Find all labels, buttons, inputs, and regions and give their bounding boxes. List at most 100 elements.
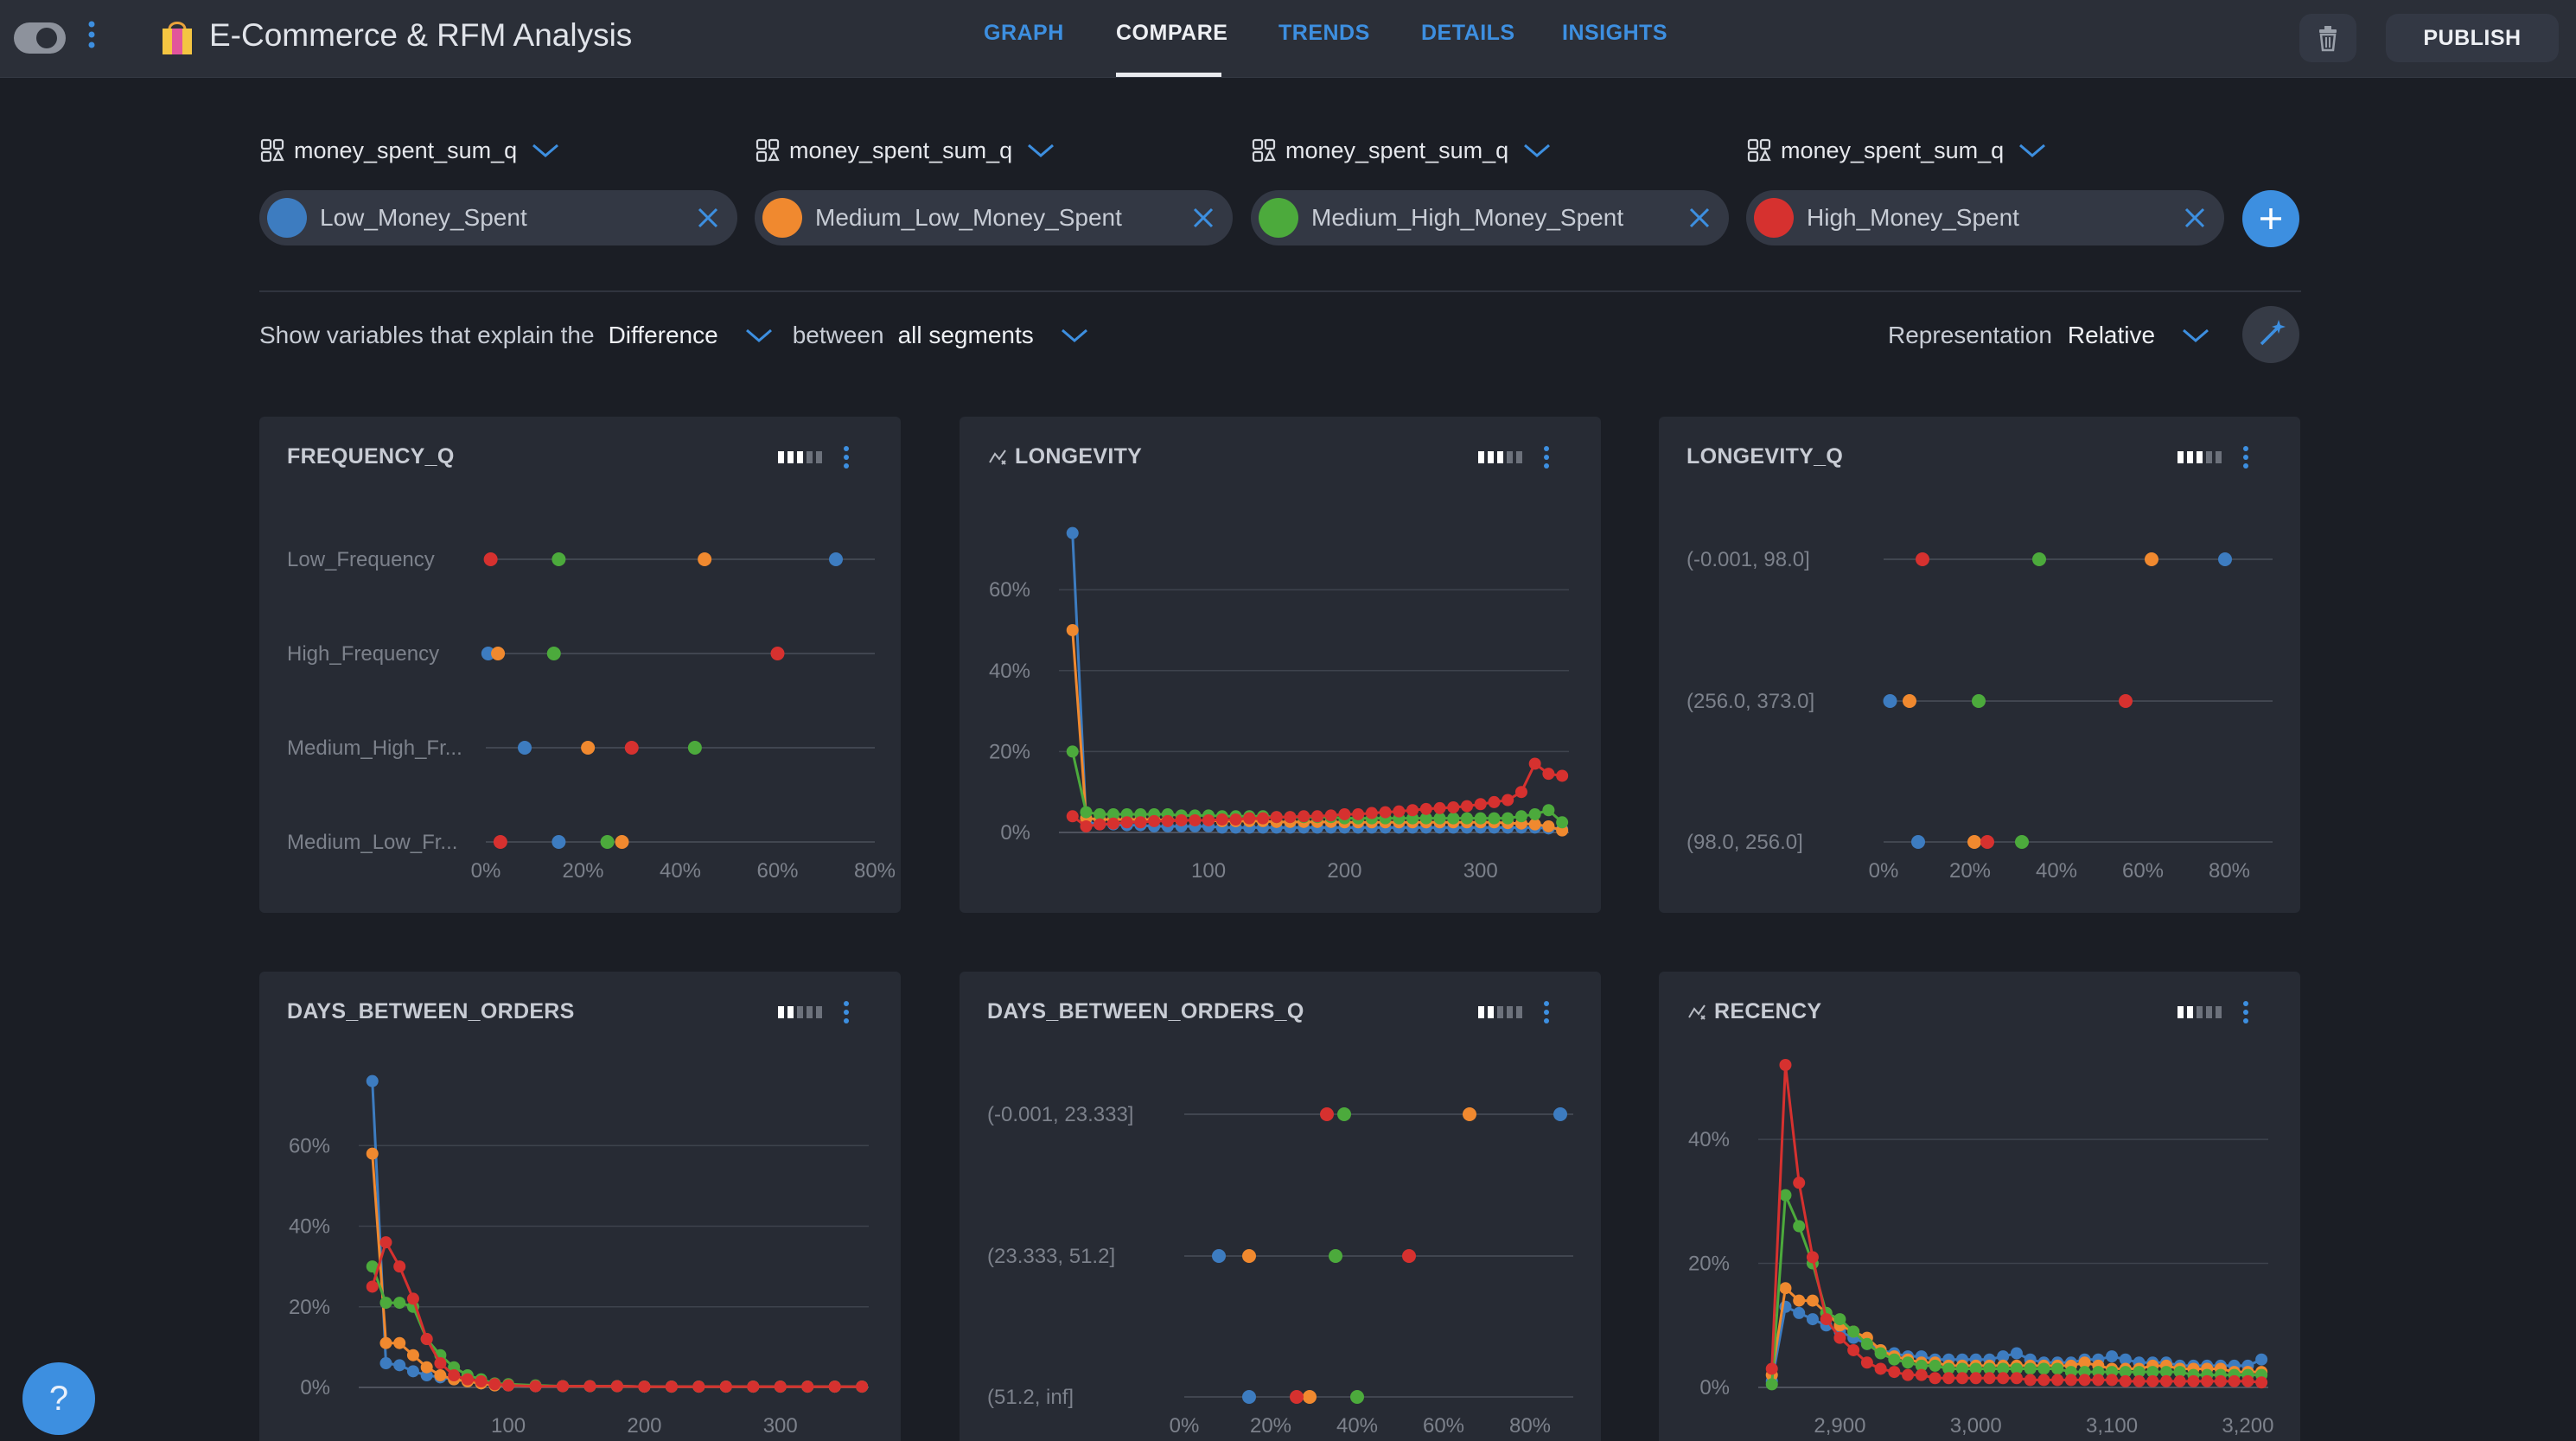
chevron-down-icon[interactable] xyxy=(2181,327,2210,344)
data-point xyxy=(1379,806,1392,819)
segment-variable-select-4[interactable]: money_spent_sum_q xyxy=(1746,133,2056,168)
chevron-down-icon[interactable] xyxy=(744,327,774,344)
data-point xyxy=(2133,1374,2146,1387)
card-menu-kebab-icon[interactable] xyxy=(840,444,852,470)
data-point xyxy=(856,1380,869,1393)
top-bar: E-Commerce & RFM Analysis GRAPH COMPARE … xyxy=(0,0,2576,78)
segment-chip-2[interactable]: Medium_Low_Money_Spent xyxy=(755,190,1233,245)
card-menu-kebab-icon[interactable] xyxy=(840,999,852,1025)
data-point xyxy=(2037,1362,2050,1375)
data-point xyxy=(1528,757,1541,770)
data-point xyxy=(2173,1374,2186,1387)
x-tick-label: 40% xyxy=(1336,1414,1378,1438)
data-point xyxy=(638,1380,651,1393)
data-point xyxy=(1474,812,1487,825)
data-point xyxy=(1888,1366,1901,1379)
close-icon[interactable] xyxy=(1682,201,1717,235)
data-point xyxy=(1556,769,1569,782)
data-point xyxy=(1134,816,1147,829)
tab-trends[interactable]: TRENDS xyxy=(1278,21,1370,45)
data-point xyxy=(2064,1374,2077,1387)
data-point xyxy=(698,552,712,566)
x-tick-label: 80% xyxy=(1509,1414,1551,1438)
data-point xyxy=(1997,1350,2010,1363)
segment-variable-select-1[interactable]: money_spent_sum_q xyxy=(259,133,569,168)
explain-prefix: Show variables that explain the xyxy=(259,322,595,348)
data-point xyxy=(2201,1374,2214,1387)
data-point xyxy=(2015,835,2029,849)
chevron-down-icon[interactable] xyxy=(1060,327,1089,344)
tab-insights[interactable]: INSIGHTS xyxy=(1562,21,1668,45)
segment-chip-3[interactable]: Medium_High_Money_Spent xyxy=(1251,190,1729,245)
data-point xyxy=(1820,1313,1833,1326)
auto-explain-button[interactable] xyxy=(2242,306,2299,363)
segment-variable-select-3[interactable]: money_spent_sum_q xyxy=(1251,133,1560,168)
data-point xyxy=(1874,1347,1887,1360)
data-point xyxy=(1148,814,1161,827)
close-icon[interactable] xyxy=(1186,201,1221,235)
representation-select[interactable]: Relative xyxy=(2067,322,2156,348)
data-point xyxy=(1106,817,1119,830)
card-menu-kebab-icon[interactable] xyxy=(2240,999,2252,1025)
explain-mode-select[interactable]: Difference xyxy=(608,322,718,348)
card-menu-kebab-icon[interactable] xyxy=(1540,999,1553,1025)
data-point xyxy=(1461,812,1473,825)
data-point xyxy=(393,1297,406,1310)
app-title: E-Commerce & RFM Analysis xyxy=(209,17,633,53)
data-point xyxy=(1365,807,1378,819)
data-point xyxy=(1860,1337,1873,1350)
segment-chip-4[interactable]: High_Money_Spent xyxy=(1746,190,2224,245)
data-point xyxy=(379,1297,392,1310)
data-point xyxy=(1874,1362,1887,1375)
data-point xyxy=(488,1378,501,1391)
data-point xyxy=(1833,1313,1846,1326)
segment-chip-1[interactable]: Low_Money_Spent xyxy=(259,190,737,245)
data-point xyxy=(1243,812,1256,825)
data-point xyxy=(692,1380,705,1393)
data-point xyxy=(1338,807,1351,820)
tab-compare[interactable]: COMPARE xyxy=(1116,21,1228,45)
data-point xyxy=(1463,1107,1476,1121)
between-select[interactable]: all segments xyxy=(897,322,1034,348)
segment-variable-select-2[interactable]: money_spent_sum_q xyxy=(755,133,1064,168)
variable-grid-icon xyxy=(756,138,780,163)
chart-card-frequency-q: FREQUENCY_Q Low_Frequency High_Frequency M… xyxy=(259,417,901,913)
close-icon[interactable] xyxy=(691,201,725,235)
data-point xyxy=(1324,809,1337,822)
card-menu-kebab-icon[interactable] xyxy=(1540,444,1553,470)
data-point xyxy=(2078,1356,2091,1369)
publish-button[interactable]: PUBLISH xyxy=(2386,14,2559,62)
data-point xyxy=(747,1380,760,1393)
data-point xyxy=(2218,552,2232,566)
add-segment-button[interactable] xyxy=(2242,190,2299,247)
chart-plot: 0% 20% 40% 60% 100 200 300 xyxy=(289,1074,869,1438)
tab-details[interactable]: DETAILS xyxy=(1421,21,1515,45)
data-point xyxy=(1793,1176,1806,1189)
data-point xyxy=(475,1375,488,1388)
card-title: DAYS_BETWEEN_ORDERS_Q xyxy=(987,999,1304,1023)
data-point xyxy=(2051,1362,2064,1375)
data-point xyxy=(1352,807,1365,820)
app-menu-kebab-icon[interactable] xyxy=(83,16,100,61)
card-title: FREQUENCY_Q xyxy=(287,444,455,469)
data-point xyxy=(2160,1374,2172,1387)
close-icon[interactable] xyxy=(2177,201,2212,235)
data-point xyxy=(393,1336,406,1349)
data-point xyxy=(615,835,629,849)
data-point xyxy=(1972,694,1986,708)
y-tick-label: 20% xyxy=(1688,1253,1730,1276)
data-point xyxy=(1094,818,1106,831)
active-tab-underline xyxy=(1116,73,1221,77)
delete-button[interactable] xyxy=(2299,14,2356,62)
data-point xyxy=(828,1380,841,1393)
tab-graph[interactable]: GRAPH xyxy=(984,21,1064,45)
data-point xyxy=(2173,1366,2186,1379)
card-menu-kebab-icon[interactable] xyxy=(2240,444,2252,470)
help-button[interactable]: ? xyxy=(22,1362,95,1435)
y-tick-label: 20% xyxy=(289,1296,330,1319)
data-point xyxy=(583,1380,596,1393)
y-tick-label: 0% xyxy=(300,1376,330,1400)
data-point xyxy=(366,1074,379,1087)
toggle-logo-icon[interactable] xyxy=(12,17,67,59)
data-point xyxy=(1502,812,1514,825)
